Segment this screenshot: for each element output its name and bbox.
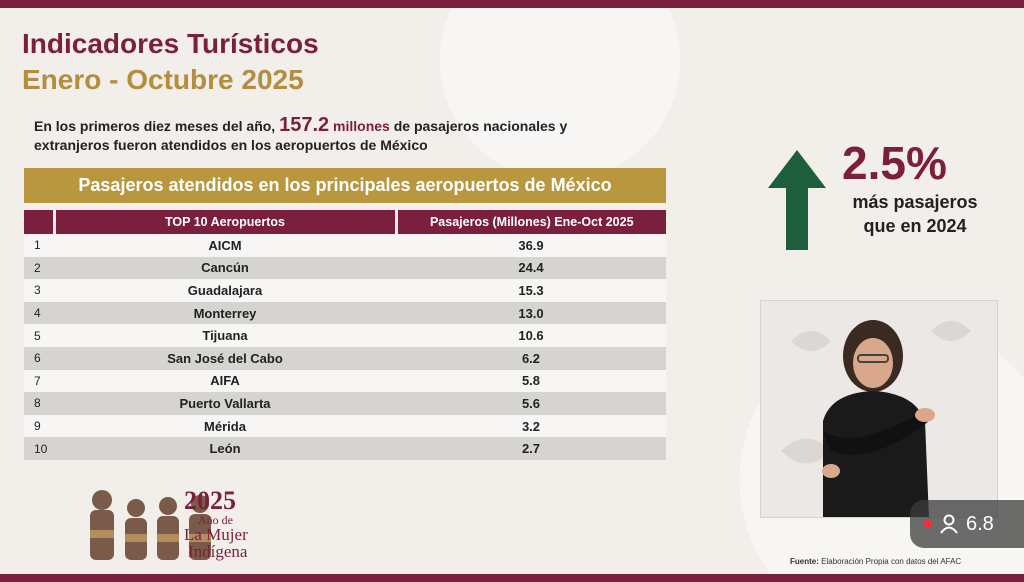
source-text: Elaboración Propia con datos del AFAC	[821, 557, 962, 566]
growth-caption: más pasajeros que en 2024	[826, 190, 1004, 238]
header-airports: TOP 10 Aeropuertos	[54, 210, 398, 234]
table-row: 8 Puerto Vallarta 5.6	[24, 392, 666, 415]
row-airport: San José del Cabo	[54, 346, 396, 370]
intro-text: En los primeros diez meses del año, 157.…	[34, 114, 654, 155]
table-header-row: TOP 10 Aeropuertos Pasajeros (Millones) …	[24, 210, 666, 234]
row-passengers: 3.2	[396, 414, 666, 438]
row-rank: 5	[24, 324, 54, 347]
row-rank: 2	[24, 256, 54, 280]
table-row: 7 AIFA 5.8	[24, 369, 666, 393]
sign-language-interpreter-video	[760, 300, 998, 518]
logo-line3: Indígena	[188, 542, 248, 561]
up-arrow-icon	[768, 150, 826, 250]
table-row: 1 AICM 36.9	[24, 234, 666, 257]
airports-table: TOP 10 Aeropuertos Pasajeros (Millones) …	[24, 210, 666, 460]
header-rank	[24, 210, 56, 234]
row-passengers: 2.7	[396, 437, 666, 460]
row-airport: Guadalajara	[54, 279, 396, 302]
row-passengers: 5.8	[396, 369, 666, 393]
row-airport: AIFA	[54, 369, 396, 393]
live-dot-icon	[924, 520, 932, 528]
row-rank: 4	[24, 301, 54, 325]
intro-suffix: de pasajeros nacionales y	[393, 118, 568, 134]
intro-prefix: En los primeros diez meses del año,	[34, 118, 276, 134]
row-rank: 7	[24, 369, 54, 393]
bottom-accent-bar	[0, 574, 1024, 582]
intro-value: 157.2	[279, 114, 330, 136]
interpreter-figure	[761, 301, 997, 517]
table-row: 9 Mérida 3.2	[24, 414, 666, 438]
row-passengers: 15.3	[396, 279, 666, 302]
row-airport: Tijuana	[54, 324, 396, 347]
row-passengers: 24.4	[396, 256, 666, 280]
logo-line2: La Mujer	[184, 525, 248, 544]
row-airport: Cancún	[54, 256, 396, 280]
row-airport: León	[54, 437, 396, 460]
growth-caption-line2: que en 2024	[863, 216, 967, 236]
top-accent-bar	[0, 0, 1024, 8]
row-rank: 3	[24, 279, 54, 302]
table-row: 3 Guadalajara 15.3	[24, 279, 666, 302]
row-rank: 6	[24, 346, 54, 370]
live-viewer-count[interactable]: 6.8	[910, 500, 1024, 548]
row-airport: Mérida	[54, 414, 396, 438]
header-passengers: Pasajeros (Millones) Ene-Oct 2025	[396, 210, 666, 234]
table-row: 6 San José del Cabo 6.2	[24, 346, 666, 370]
growth-percent: 2.5%	[842, 137, 947, 189]
row-airport: Puerto Vallarta	[54, 392, 396, 415]
row-airport: Monterrey	[54, 301, 396, 325]
source-label: Fuente:	[790, 557, 819, 566]
table-row: 4 Monterrey 13.0	[24, 301, 666, 325]
page-title: Indicadores Turísticos	[22, 28, 319, 59]
intro-unit: millones	[333, 118, 390, 134]
table-banner: Pasajeros atendidos en los principales a…	[24, 168, 666, 203]
person-icon	[940, 514, 958, 534]
page-period: Enero - Octubre 2025	[22, 64, 304, 95]
row-rank: 1	[24, 234, 54, 257]
row-airport: AICM	[54, 234, 396, 257]
row-passengers: 13.0	[396, 301, 666, 325]
viewer-count: 6.8	[966, 512, 994, 535]
women-illustration-logo	[90, 490, 211, 560]
source-note: Fuente: Elaboración Propia con datos del…	[790, 557, 961, 566]
row-rank: 9	[24, 414, 54, 438]
logo-line1: Año de	[198, 513, 233, 527]
table-row: 2 Cancún 24.4	[24, 256, 666, 280]
row-passengers: 6.2	[396, 346, 666, 370]
row-passengers: 36.9	[396, 234, 666, 257]
growth-caption-line1: más pasajeros	[852, 192, 978, 212]
row-rank: 8	[24, 392, 54, 415]
table-row: 5 Tijuana 10.6	[24, 324, 666, 347]
row-passengers: 5.6	[396, 392, 666, 415]
row-rank: 10	[24, 437, 54, 460]
intro-line2: extranjeros fueron atendidos en los aero…	[34, 137, 428, 153]
table-row: 10 León 2.7	[24, 437, 666, 460]
logo-year: 2025	[184, 486, 236, 515]
row-passengers: 10.6	[396, 324, 666, 347]
